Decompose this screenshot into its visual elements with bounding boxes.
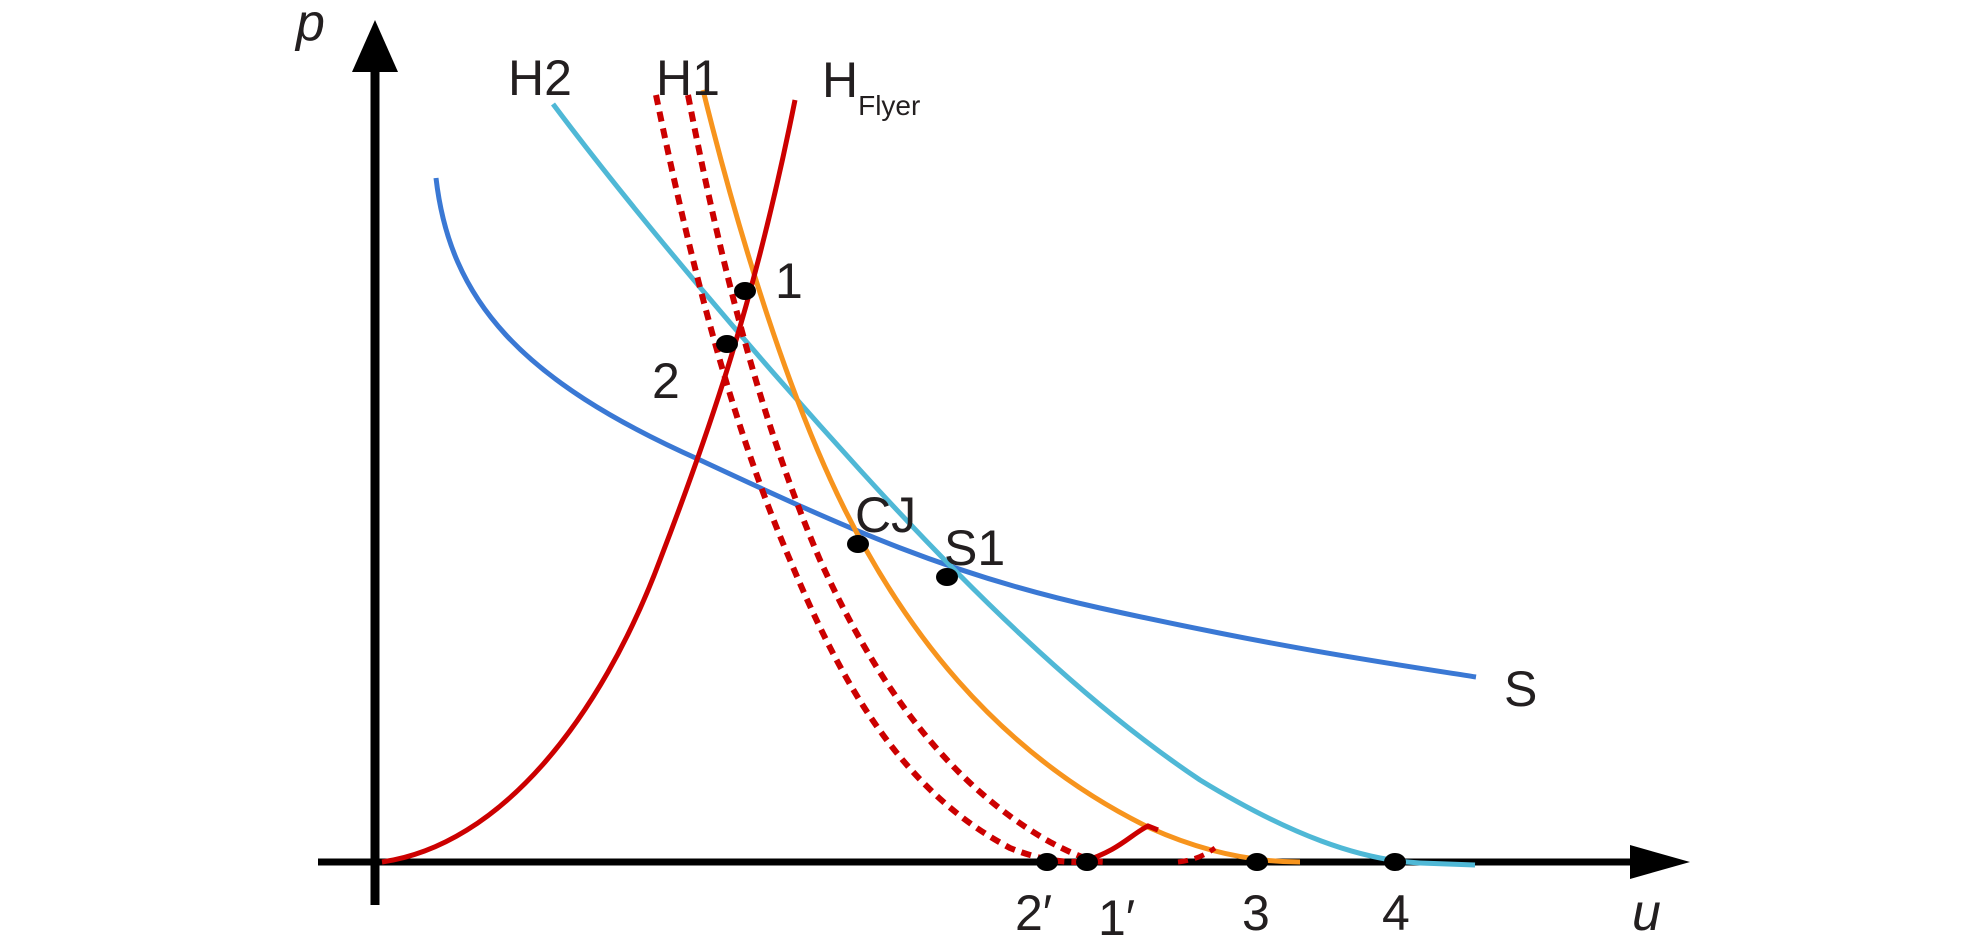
h1-hugoniot-curve: [700, 89, 1301, 865]
axes: [318, 20, 1690, 905]
labels: p u H2 H1 HFlyer S 1 2 CJ S1 2′ 1′ 3 4: [294, 0, 1661, 945]
y-axis-label: p: [294, 0, 325, 52]
x-mark-2prime-marker: [1036, 853, 1058, 871]
point-2-marker: [716, 335, 738, 353]
x-mark-4-label: 4: [1382, 885, 1410, 941]
h-flyer-label-subscript: Flyer: [858, 90, 920, 121]
point-cj-label: CJ: [855, 487, 916, 543]
x-mark-4-marker: [1384, 853, 1406, 871]
x-axis-label: u: [1632, 884, 1661, 942]
point-1-marker: [734, 282, 756, 300]
h1-label: H1: [656, 50, 720, 106]
x-mark-1prime-marker: [1076, 853, 1098, 871]
point-2-label: 2: [652, 353, 680, 409]
dashed-reflected-curve-inner: [685, 94, 1106, 865]
dashed-reflected-curve-outer: [653, 94, 1081, 865]
point-cj-marker: [847, 535, 869, 553]
state-points: [716, 282, 1406, 871]
x-mark-2prime-label: 2′: [1015, 885, 1052, 941]
y-axis-arrowhead: [352, 20, 398, 72]
h-flyer-label: HFlyer: [822, 52, 920, 121]
h2-hugoniot-curve: [551, 102, 1476, 868]
s-isentrope-curve: [433, 177, 1477, 680]
x-axis-arrowhead: [1630, 845, 1690, 879]
point-1-label: 1: [775, 253, 803, 309]
h2-label: H2: [508, 50, 572, 106]
s-label: S: [1504, 661, 1537, 717]
h-flyer-label-main: H: [822, 52, 858, 108]
dashed-reflected-curve-tail: [1177, 845, 1217, 865]
x-mark-3-marker: [1246, 853, 1268, 871]
curves: [381, 89, 1477, 868]
point-s1-label: S1: [944, 520, 1005, 576]
x-mark-1prime-label: 1′: [1098, 890, 1135, 945]
h-flyer-curve: [381, 99, 798, 865]
point-s1-marker: [936, 568, 958, 586]
x-mark-3-label: 3: [1242, 885, 1270, 941]
